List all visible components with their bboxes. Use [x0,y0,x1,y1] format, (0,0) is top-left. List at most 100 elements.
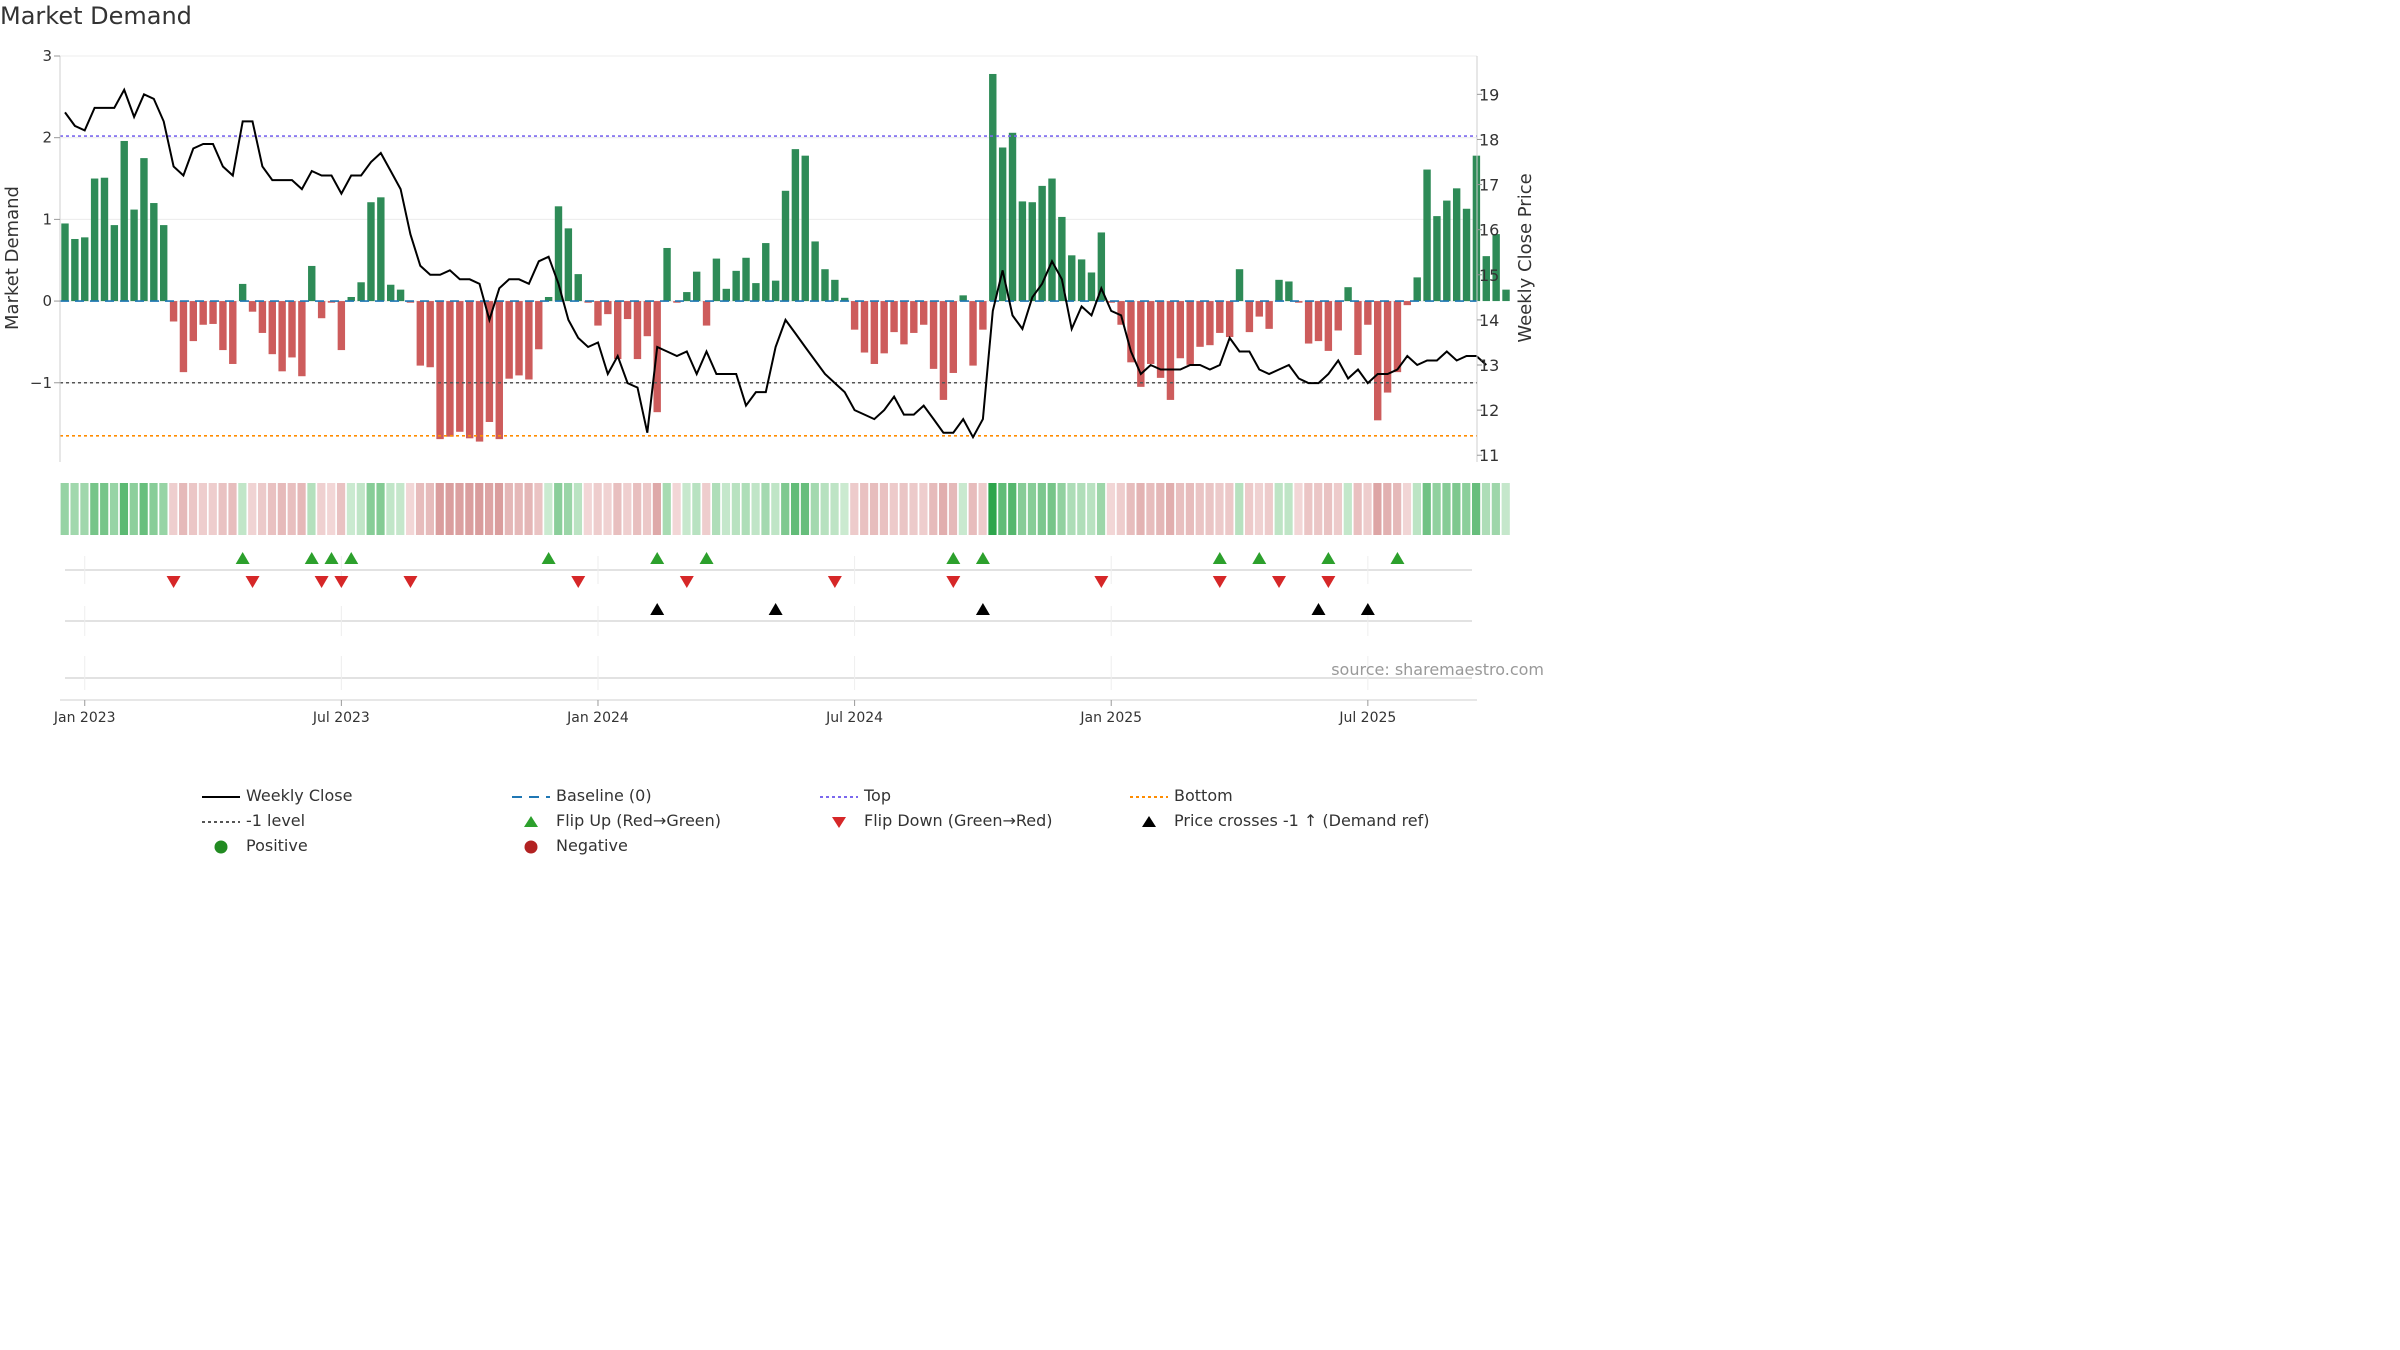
demand-bar [623,301,632,320]
heat-cell [277,483,286,535]
heat-cell [1284,483,1293,535]
heat-cell [149,483,158,535]
demand-bar [712,258,721,302]
triangle-up-icon [1142,815,1156,827]
heat-cell [899,483,908,535]
legend-item: Flip Down (Green→Red) [818,811,1053,830]
heat-cell [1235,483,1244,535]
heat-cell [346,483,356,535]
heat-cell [613,483,622,535]
demand-bar [436,301,444,440]
heat-cell [514,483,523,535]
demand-bar [367,202,375,302]
demand-bar [1344,287,1352,302]
heat-cell [1195,483,1204,535]
x-axis: Jan 2023 Jul 2023 Jan 2024 Jul 2024 Jan 2025… [53,699,1477,726]
demand-bar [61,223,69,302]
demand-bar [1137,301,1145,387]
heat-cell [1294,483,1303,535]
demand-bar [860,301,869,353]
heat-cell [465,483,474,535]
price-cross-marker [1311,603,1326,615]
demand-bar [850,301,859,330]
demand-bar [110,225,119,302]
heat-cell [672,483,681,535]
demand-bar [722,288,730,302]
heat-cell [188,483,198,535]
legend-label: Positive [246,836,308,855]
demand-bar [643,301,652,337]
flip-down-marker [1094,576,1109,588]
heat-cell [1047,483,1056,535]
heat-cell [90,483,99,535]
demand-bar [1176,301,1185,359]
price-cross-marker [1360,603,1375,615]
heat-cell [1412,483,1421,535]
heat-cell [1037,483,1046,535]
heat-cell [1225,483,1234,535]
demand-bar [1216,301,1224,333]
demand-bar [1225,301,1234,338]
demand-bar [594,301,602,326]
demand-bar [288,301,296,358]
legend-label: Flip Up (Red→Green) [556,811,722,830]
heat-cell [1027,483,1037,535]
demand-bar [801,155,809,302]
heat-cell [504,483,513,535]
heat-cell [1077,483,1086,535]
heat-cell [1067,483,1076,535]
flip-up-marker [304,552,319,564]
right-tick-label: 14 [1479,311,1499,330]
heat-cell [623,483,632,535]
right-tick-label: 18 [1479,130,1499,149]
heat-cell [1185,483,1194,535]
demand-bar [979,301,987,330]
heat-cell [968,483,977,535]
demand-bar [929,301,938,369]
heat-cell [781,483,790,535]
x-tick-label: Jul 2024 [825,710,883,726]
demand-bar [742,257,750,302]
right-tick-label: 12 [1479,401,1499,420]
demand-bar [416,301,425,366]
demand-bar [258,301,267,333]
demand-bar [1374,301,1382,421]
heat-cell [682,483,691,535]
demand-bar [1403,301,1412,306]
demand-bar [732,270,740,302]
heat-cell [1323,483,1333,535]
heat-cell [790,483,800,535]
circle-icon [524,840,538,853]
flip-up-marker [699,552,714,564]
heat-cell [1274,483,1283,535]
demand-bar [179,301,188,373]
heat-cell [1383,483,1392,535]
heat-cell [662,483,671,535]
heat-cell [297,483,306,535]
heat-cell [267,483,277,535]
heat-cell [1314,483,1323,535]
demand-bar [959,295,967,302]
demand-bar [574,274,582,302]
heat-cell [840,483,849,535]
demand-bar [831,279,839,302]
demand-bar [298,301,306,377]
heat-cell [1205,483,1214,535]
source-note: source: sharemaestro.com [1331,660,1544,679]
heat-cell [1353,483,1362,535]
demand-bar [554,206,563,302]
demand-bar [120,140,128,302]
demand-bar [870,301,879,364]
demand-bar [1206,301,1214,346]
heat-cell [475,483,484,535]
demand-bar [890,301,898,333]
heat-cell [1393,483,1402,535]
demand-bar [387,284,395,302]
demand-bar [317,301,326,319]
heat-cell [810,483,819,535]
demand-bar [1482,256,1490,302]
flip-up-marker [324,552,339,564]
triangle-down-icon [832,816,846,828]
page-title: Market Demand [0,2,192,30]
heat-cell [1087,483,1096,535]
